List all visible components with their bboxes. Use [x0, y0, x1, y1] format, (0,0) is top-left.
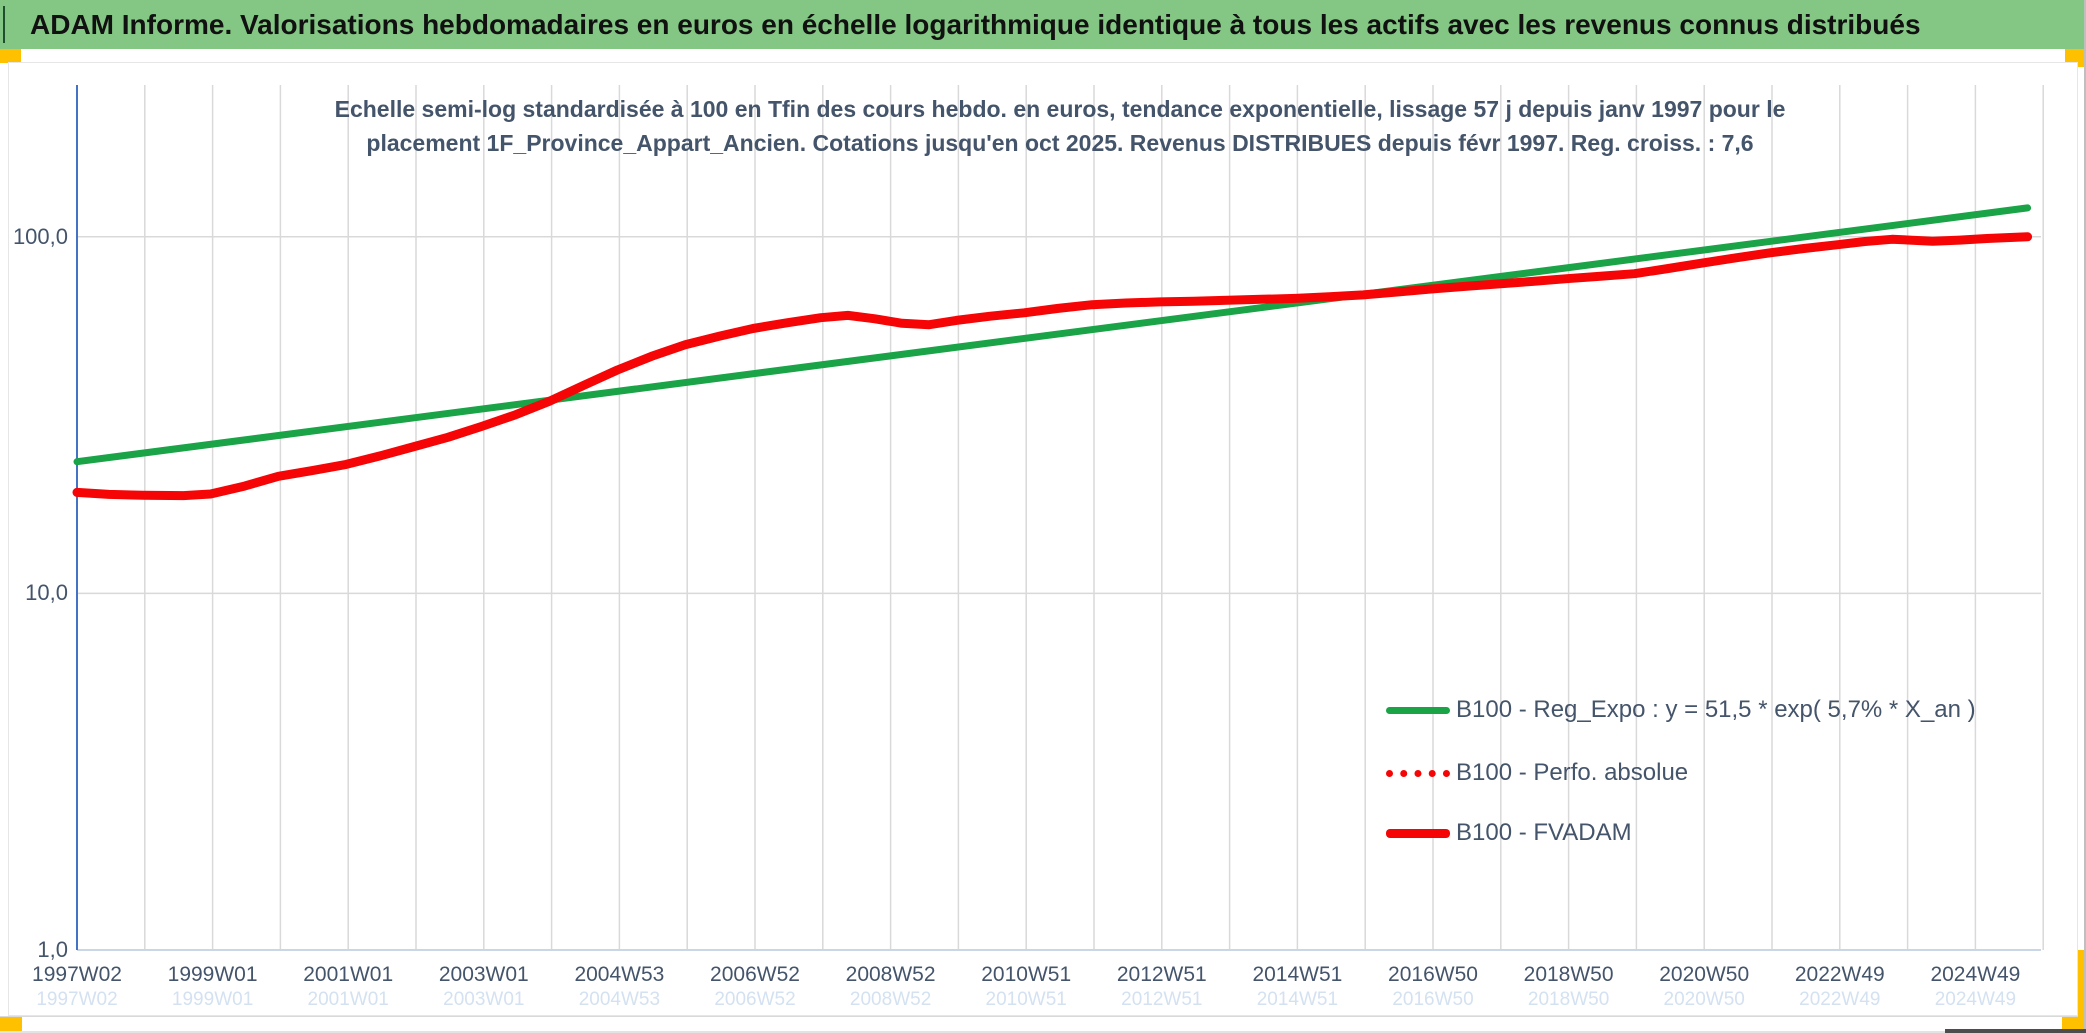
x-axis-ghost-label: 2004W53 — [578, 989, 661, 1010]
x-axis-ghost-label: 2001W01 — [307, 989, 389, 1010]
x-axis-ghost-label: 2006W52 — [714, 989, 796, 1010]
bottom-edge — [0, 1031, 2086, 1033]
series-line-reg-expo — [73, 204, 2032, 466]
legend-item[interactable]: B100 - Reg_Expo : y = 51,5 * exp( 5,7% *… — [1386, 695, 1976, 725]
y-axis-tick-label: 100,0 — [12, 223, 68, 249]
legend-key-dotted-line — [1386, 769, 1450, 777]
x-axis-tick-label: 2022W49 — [1794, 963, 1885, 986]
header-bar: ADAM Informe. Valorisations hebdomadaire… — [0, 0, 2084, 49]
x-axis-ghost-label: 2012W51 — [1121, 989, 1203, 1010]
x-axis-ghost-label: 2008W52 — [849, 989, 932, 1010]
chart-title: Echelle semi-log standardisée à 100 en T… — [300, 92, 1820, 160]
x-axis-ghost-label: 2016W50 — [1392, 989, 1474, 1010]
x-axis-tick-label: 2008W52 — [845, 963, 936, 986]
legend-key-line — [1386, 706, 1450, 714]
x-axis-tick-label: 2024W49 — [1930, 963, 2021, 986]
x-axis-tick-label: 1999W01 — [167, 963, 258, 986]
legend-label: B100 - Reg_Expo : y = 51,5 * exp( 5,7% *… — [1456, 696, 1976, 723]
x-axis-ghost-label: 2020W50 — [1663, 989, 1745, 1010]
orange-corner-bottom-left — [0, 1017, 22, 1033]
x-axis-tick-label: 2020W50 — [1659, 963, 1750, 986]
chart-title-line1: Echelle semi-log standardisée à 100 en T… — [334, 96, 1786, 122]
orange-corner-top-left — [0, 49, 21, 63]
x-axis-ghost-label: 2010W51 — [985, 989, 1067, 1010]
y-axis-tick-label: 1,0 — [37, 937, 68, 962]
legend-label: B100 - Perfo. absolue — [1456, 759, 1689, 786]
x-axis-tick-label: 2004W53 — [574, 963, 665, 986]
x-axis-ghost-label: 1997W02 — [36, 989, 118, 1010]
x-axis-tick-label: 2012W51 — [1116, 963, 1207, 986]
right-edge-strip — [2084, 0, 2086, 1033]
legend-item[interactable]: B100 - FVADAM — [1386, 818, 1632, 848]
header-left-mark — [3, 6, 5, 43]
x-axis-tick-label: 2016W50 — [1388, 963, 1478, 986]
x-axis-ghost-label: 2014W51 — [1256, 989, 1339, 1010]
x-axis-tick-label: 2006W52 — [710, 963, 800, 986]
x-axis-tick-label: 2018W50 — [1523, 963, 1614, 986]
x-axis-ghost-label: 2022W49 — [1799, 989, 1881, 1010]
bottom-row-separator — [0, 1016, 2078, 1017]
x-axis-ghost-label: 2024W49 — [1934, 989, 2017, 1010]
y-axis-tick-label: 10,0 — [25, 580, 68, 606]
x-axis-tick-label: 2003W01 — [438, 963, 529, 986]
x-axis-tick-label: 1997W02 — [32, 963, 122, 986]
chart-object[interactable] — [8, 62, 2078, 1016]
x-axis-tick-label: 2014W51 — [1252, 963, 1343, 986]
x-axis-ghost-label: 2003W01 — [443, 989, 525, 1010]
chart-title-line2: placement 1F_Province_Appart_Ancien. Cot… — [366, 130, 1754, 156]
x-axis-tick-label: 2001W01 — [303, 963, 394, 986]
bottom-edge-shadow — [1945, 1029, 2086, 1033]
orange-right-strip — [2077, 950, 2084, 1006]
x-axis-tick-label: 2010W51 — [981, 963, 1072, 986]
legend-label: B100 - FVADAM — [1456, 819, 1632, 846]
page-title: ADAM Informe. Valorisations hebdomadaire… — [30, 9, 1921, 40]
x-axis-ghost-label: 2018W50 — [1527, 989, 1610, 1010]
legend-key-line — [1386, 828, 1450, 838]
series-line-fvadam — [72, 232, 2033, 501]
legend-item[interactable]: B100 - Perfo. absolue — [1386, 758, 1688, 788]
x-axis-ghost-label: 1999W01 — [171, 989, 254, 1010]
